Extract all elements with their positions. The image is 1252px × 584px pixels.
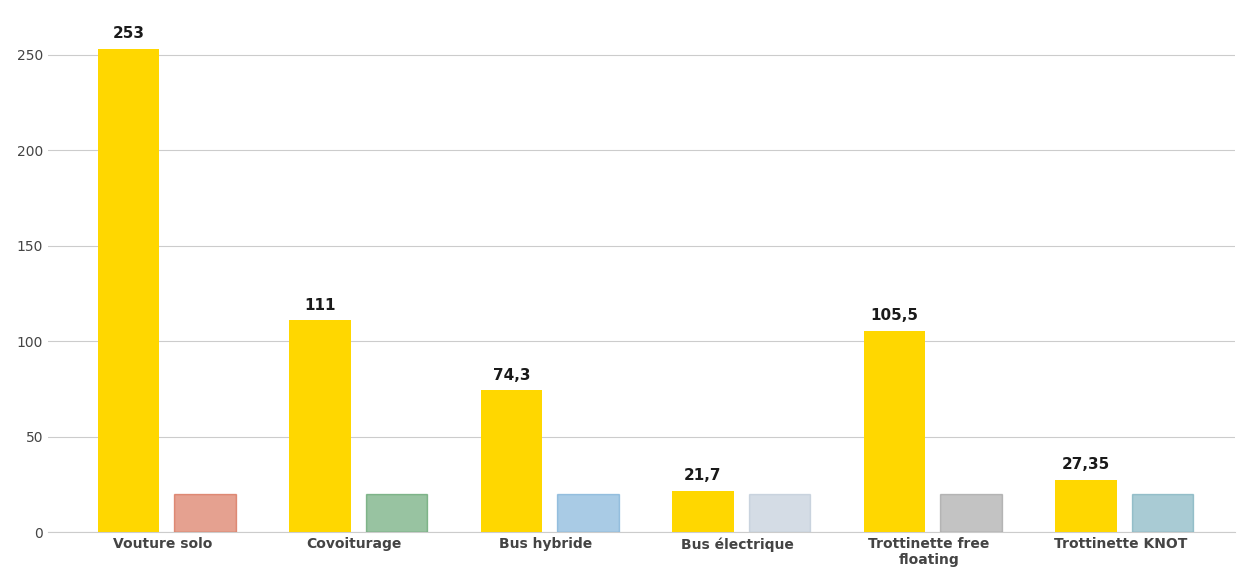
Bar [174, 494, 235, 532]
Bar [864, 331, 925, 532]
Bar [98, 49, 159, 532]
Bar [672, 491, 734, 532]
Bar [940, 494, 1002, 532]
Text: 27,35: 27,35 [1062, 457, 1111, 472]
Bar [1055, 480, 1117, 532]
Bar [557, 494, 618, 532]
Text: 111: 111 [304, 298, 336, 312]
Bar [481, 390, 542, 532]
Text: 74,3: 74,3 [492, 368, 530, 383]
Text: 253: 253 [113, 26, 144, 41]
Bar [749, 494, 810, 532]
Bar [1132, 494, 1193, 532]
Bar [366, 494, 427, 532]
Text: 21,7: 21,7 [684, 468, 721, 483]
Text: 105,5: 105,5 [870, 308, 919, 323]
Bar [289, 320, 351, 532]
